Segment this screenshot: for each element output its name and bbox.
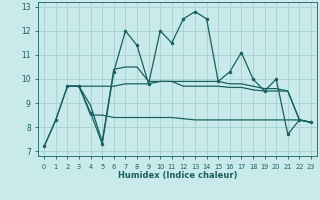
X-axis label: Humidex (Indice chaleur): Humidex (Indice chaleur)	[118, 171, 237, 180]
